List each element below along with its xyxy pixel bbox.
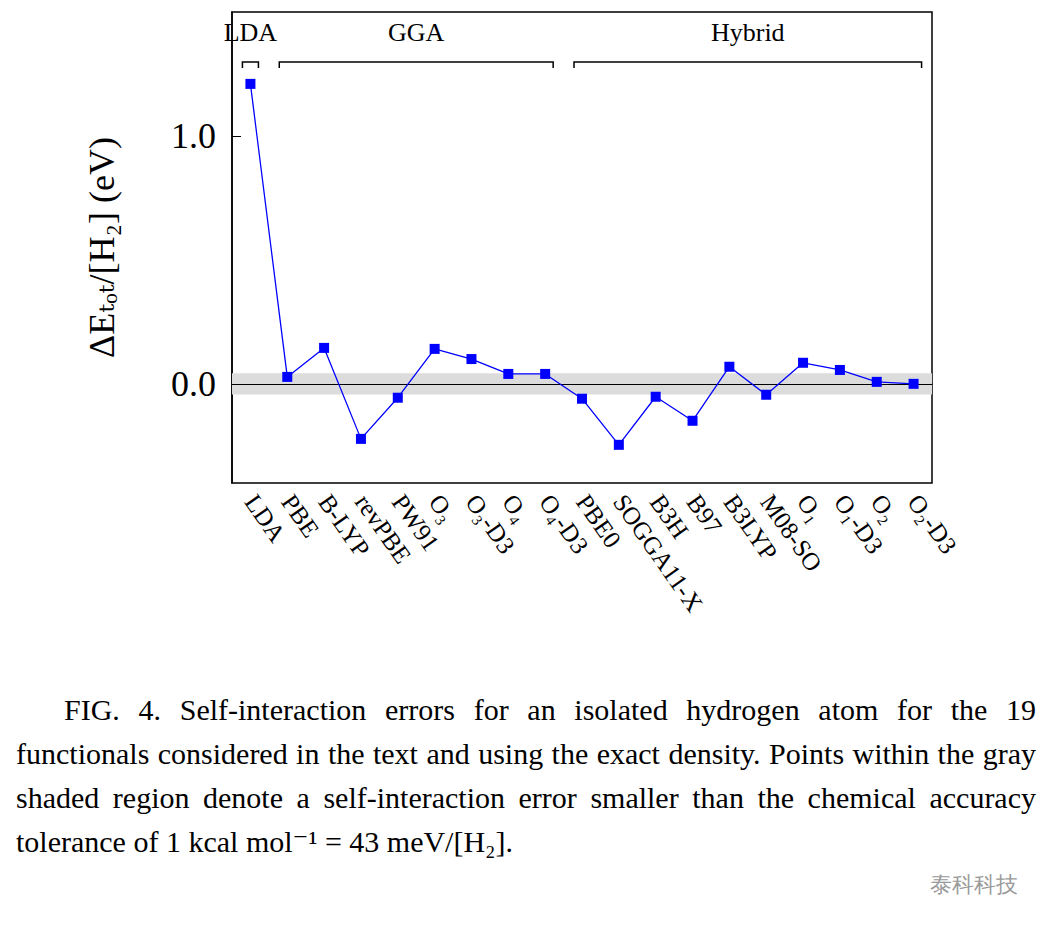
svg-text:LDA: LDA <box>223 17 278 47</box>
svg-text:1.0: 1.0 <box>171 116 216 156</box>
svg-text:O₃-D3: O₃-D3 <box>460 489 521 559</box>
svg-text:O₃: O₃ <box>424 489 461 526</box>
svg-text:B-LYP: B-LYP <box>313 489 376 562</box>
svg-text:PW91: PW91 <box>386 489 445 556</box>
svg-text:LDA: LDA <box>239 489 291 547</box>
html-text:FIG. 4. Self-interaction error: FIG. 4. Self-interaction errors for an i… <box>16 693 1036 858</box>
svg-text:0.0: 0.0 <box>171 364 216 404</box>
html-text:泰科科技: 泰科科技 <box>930 872 1018 897</box>
svg-text:O₁: O₁ <box>792 489 829 526</box>
svg-text:Hybrid: Hybrid <box>711 18 785 47</box>
svg-text:O₄-D3: O₄-D3 <box>534 489 594 559</box>
svg-text:ΔEₜₒₜ/[H₂] (eV): ΔEₜₒₜ/[H₂] (eV) <box>82 137 122 358</box>
svg-text:GGA: GGA <box>388 18 445 47</box>
svg-text:O₂: O₂ <box>866 489 903 526</box>
svg-text:M08-SO: M08-SO <box>755 489 828 577</box>
svg-text:O₄: O₄ <box>497 489 534 526</box>
svg-text:revPBE: revPBE <box>349 489 417 569</box>
svg-text:SOGGA11-X: SOGGA11-X <box>607 489 709 617</box>
svg-text:PBE: PBE <box>276 489 324 542</box>
svg-text:O₂-D3: O₂-D3 <box>903 489 963 558</box>
svg-text:O₁-D3: O₁-D3 <box>828 489 889 559</box>
svg-text:B97: B97 <box>681 489 727 539</box>
svg-text:PBE0: PBE0 <box>570 489 627 553</box>
svg-text:B3LYP: B3LYP <box>718 489 783 566</box>
svg-text:B3H: B3H <box>645 489 694 543</box>
